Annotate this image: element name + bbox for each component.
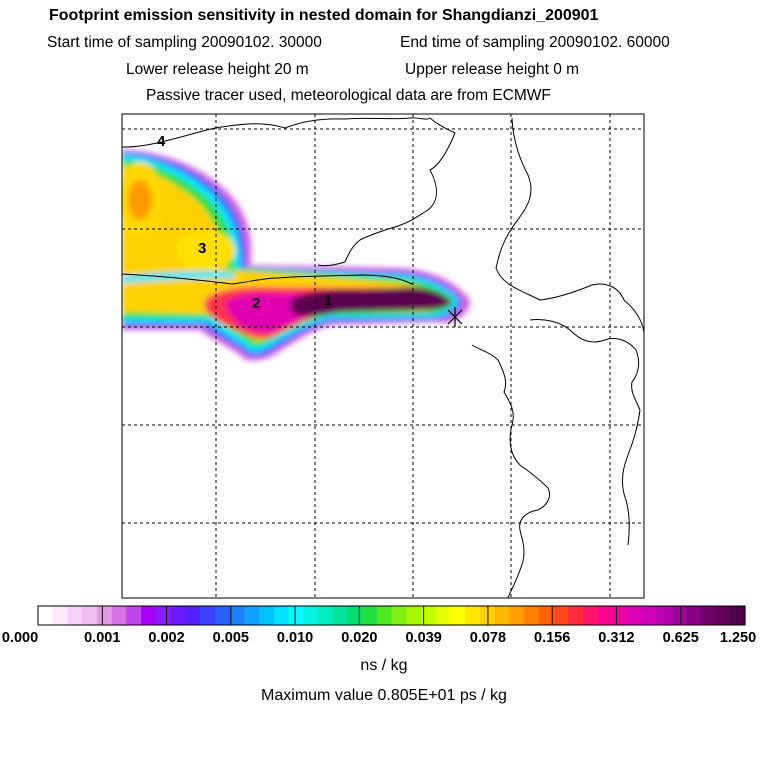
color-scale-tick-label: 0.002	[148, 630, 185, 646]
plot-title: Footprint emission sensitivity in nested…	[49, 7, 599, 24]
color-scale-swatch	[244, 606, 260, 625]
color-scale-swatch	[273, 606, 289, 625]
color-scale-swatch	[524, 606, 540, 625]
color-scale-tick-label: 0.000	[1, 630, 39, 646]
color-scale-swatch	[671, 606, 687, 625]
color-scale-swatch	[38, 606, 54, 625]
color-scale-tick-label: 0.001	[84, 630, 121, 646]
color-scale-frame	[37, 605, 746, 626]
upper-release-height-text: Upper release height 0 m	[405, 61, 580, 78]
lower-release-height-text: Lower release height 20 m	[126, 61, 309, 78]
color-scale-swatch	[347, 606, 363, 625]
color-scale-swatch	[538, 606, 555, 625]
color-scale-swatch	[67, 606, 83, 625]
color-scale-swatch	[582, 606, 599, 625]
color-scale-swatch	[509, 606, 525, 625]
color-scale-tick-label: 0.005	[212, 630, 249, 646]
color-scale-swatch	[420, 606, 437, 625]
cluster-label-4: 4	[157, 133, 166, 150]
color-scale-tick-label: 0.010	[276, 630, 314, 646]
color-scale-swatch	[82, 606, 98, 625]
color-scale-swatch	[200, 606, 216, 625]
color-scale-swatch	[229, 606, 245, 625]
color-scale-tick-label: 0.312	[598, 630, 635, 646]
color-scale-tick-label: 0.020	[341, 630, 378, 646]
color-scale-swatch	[126, 606, 142, 625]
color-scale-swatch	[641, 606, 658, 625]
color-scale-swatch	[332, 606, 348, 625]
color-scale-swatch	[170, 606, 186, 625]
color-scale-tick-label: 0.156	[534, 630, 571, 646]
tracer-info-text: Passive tracer used, meteorological data…	[146, 87, 551, 104]
color-scale-swatch	[303, 606, 319, 625]
footprint-plume	[122, 150, 470, 361]
color-scale-swatch	[155, 606, 172, 625]
color-scale-swatch	[317, 606, 334, 625]
maximum-value-text: Maximum value 0.805E+01 ps / kg	[261, 687, 507, 704]
color-scale-swatch	[258, 606, 275, 625]
color-scale-swatch	[627, 606, 643, 625]
color-scale-swatch	[141, 606, 157, 625]
lat-lon-grid	[122, 114, 644, 598]
color-scale-swatch	[185, 606, 201, 625]
color-scale-bar	[38, 606, 746, 625]
color-scale-swatch	[391, 606, 407, 625]
color-scale-swatch	[597, 606, 614, 625]
color-scale-swatch	[568, 606, 584, 625]
color-scale-swatch	[435, 606, 452, 625]
color-scale-swatch	[450, 606, 466, 625]
cluster-label-2: 2	[252, 295, 260, 312]
color-scale-swatch	[111, 606, 127, 625]
color-scale-swatch	[376, 606, 393, 625]
color-scale-tick-label: 0.078	[469, 630, 507, 646]
release-site-marker	[447, 307, 463, 327]
color-scale-swatch	[288, 606, 304, 625]
color-scale-swatch	[96, 606, 113, 625]
cluster-label-1: 1	[324, 292, 332, 309]
color-scale-tick-label: 0.625	[662, 630, 699, 646]
color-scale-swatch	[700, 606, 717, 625]
color-scale-swatch	[362, 606, 378, 625]
color-scale-swatch	[612, 606, 628, 625]
color-scale-swatch	[406, 606, 422, 625]
cluster-label-3: 3	[198, 240, 206, 257]
color-scale-tick-label: 1.250	[719, 630, 757, 646]
color-scale-swatch	[553, 606, 569, 625]
color-scale-swatch	[730, 606, 746, 625]
color-scale-swatch	[214, 606, 231, 625]
end-time-text: End time of sampling 20090102. 60000	[400, 34, 670, 51]
color-scale-swatch	[494, 606, 510, 625]
color-scale-swatch	[686, 606, 702, 625]
coastlines	[122, 117, 644, 598]
color-scale-swatch	[715, 606, 731, 625]
start-time-text: Start time of sampling 20090102. 30000	[47, 34, 322, 51]
color-scale-swatch	[656, 606, 672, 625]
color-scale-swatch	[52, 606, 69, 625]
color-scale-tick-label: 0.039	[405, 630, 442, 646]
color-scale-swatch	[465, 606, 481, 625]
units-label: ns / kg	[360, 657, 408, 674]
